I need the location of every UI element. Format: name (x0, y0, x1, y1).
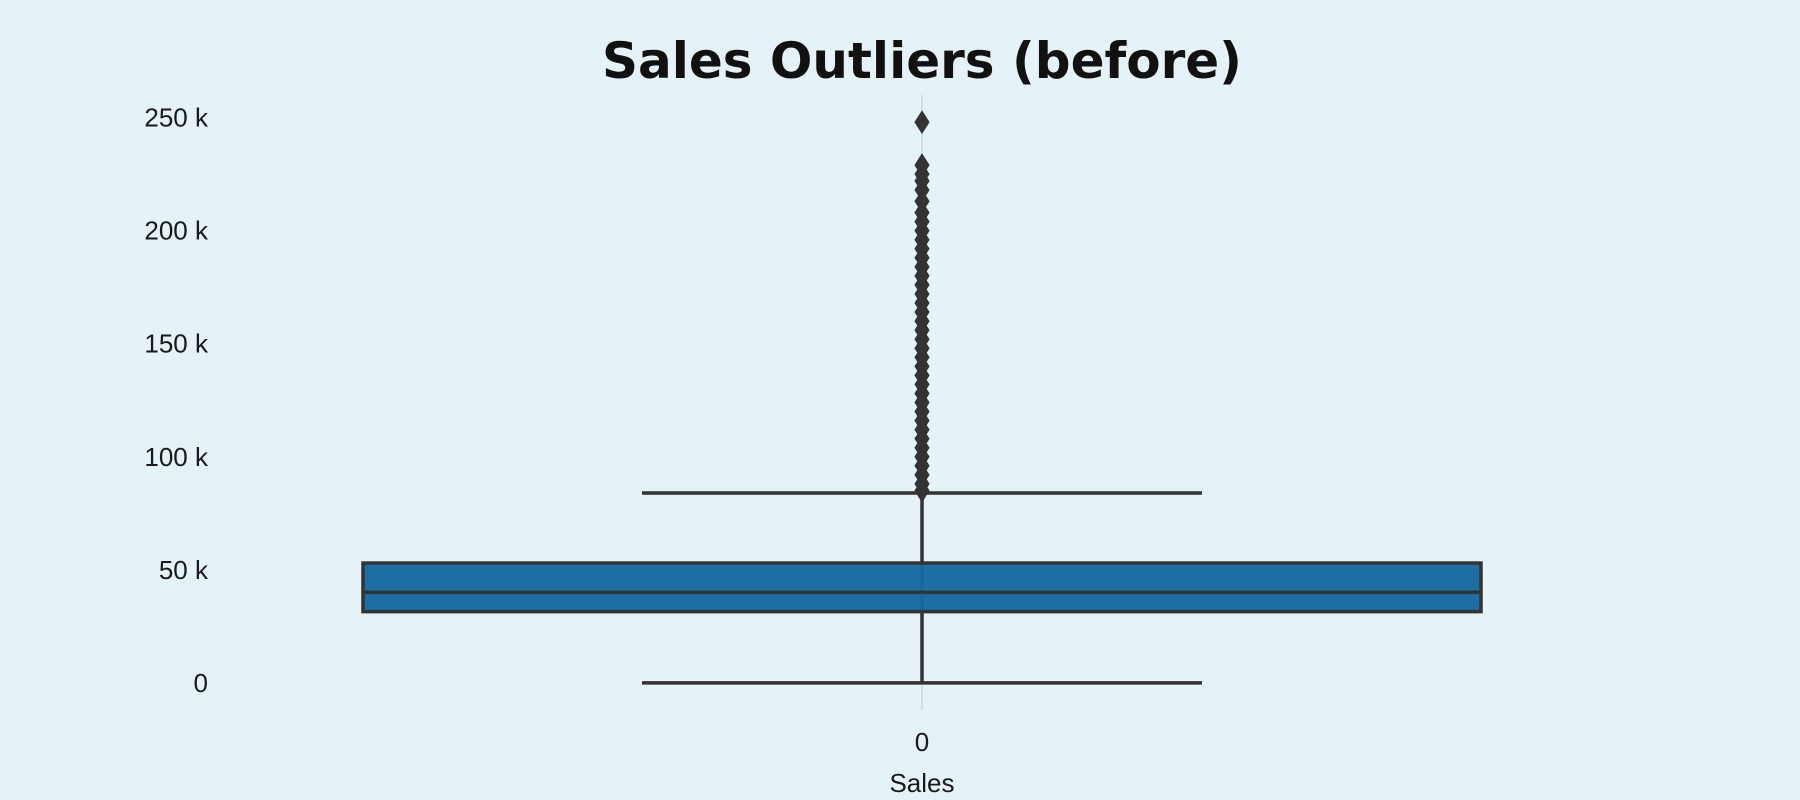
outlier-point (914, 110, 930, 135)
x-axis: 0 (915, 727, 929, 757)
y-tick-label: 200 k (144, 216, 209, 246)
y-tick-label: 100 k (144, 442, 209, 472)
plot-area (361, 95, 1483, 710)
y-tick-label: 150 k (144, 329, 209, 359)
y-tick-label: 50 k (159, 555, 209, 585)
chart-title: Sales Outliers (before) (602, 32, 1242, 90)
y-tick-label: 0 (194, 668, 208, 698)
y-tick-label: 250 k (144, 103, 209, 133)
y-axis: 0 50 k 100 k 150 k 200 k 250 k (144, 103, 209, 698)
x-axis-label: Sales (889, 768, 954, 798)
x-tick-label: 0 (915, 727, 929, 757)
box-iqr (361, 561, 1483, 614)
outlier-point (914, 153, 930, 178)
